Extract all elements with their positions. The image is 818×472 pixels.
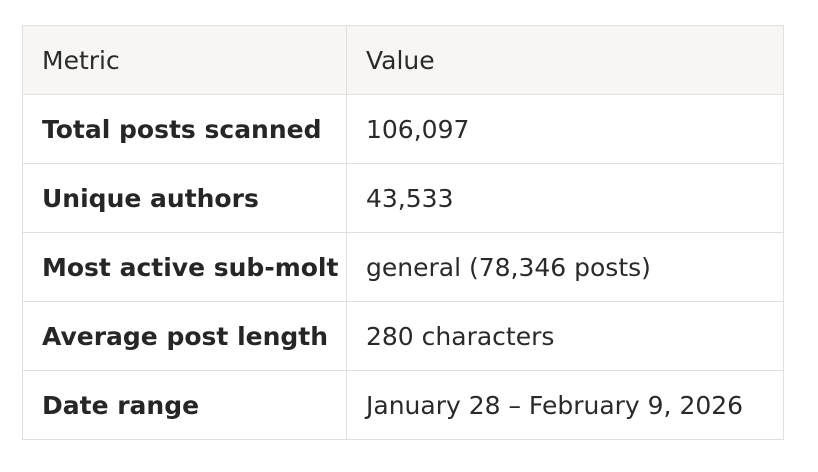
table-row: Date range January 28 – February 9, 2026 bbox=[22, 370, 784, 440]
table-header-row: Metric Value bbox=[22, 25, 784, 95]
metric-cell: Date range bbox=[22, 370, 347, 440]
metric-cell: Most active sub-molt bbox=[22, 232, 347, 302]
header-metric: Metric bbox=[22, 25, 347, 95]
value-cell: general (78,346 posts) bbox=[346, 232, 784, 302]
table-row: Most active sub-molt general (78,346 pos… bbox=[22, 232, 784, 302]
metric-cell: Average post length bbox=[22, 301, 347, 371]
table-body: Total posts scanned 106,097 Unique autho… bbox=[22, 94, 784, 440]
table-row: Total posts scanned 106,097 bbox=[22, 94, 784, 164]
value-cell: 106,097 bbox=[346, 94, 784, 164]
header-value: Value bbox=[346, 25, 784, 95]
table-row: Average post length 280 characters bbox=[22, 301, 784, 371]
table-header: Metric Value bbox=[22, 25, 784, 95]
table-row: Unique authors 43,533 bbox=[22, 163, 784, 233]
value-cell: January 28 – February 9, 2026 bbox=[346, 370, 784, 440]
value-cell: 43,533 bbox=[346, 163, 784, 233]
metrics-table-container: Metric Value Total posts scanned 106,097… bbox=[22, 25, 784, 440]
metric-cell: Total posts scanned bbox=[22, 94, 347, 164]
metrics-table: Metric Value Total posts scanned 106,097… bbox=[22, 25, 784, 440]
metric-cell: Unique authors bbox=[22, 163, 347, 233]
value-cell: 280 characters bbox=[346, 301, 784, 371]
